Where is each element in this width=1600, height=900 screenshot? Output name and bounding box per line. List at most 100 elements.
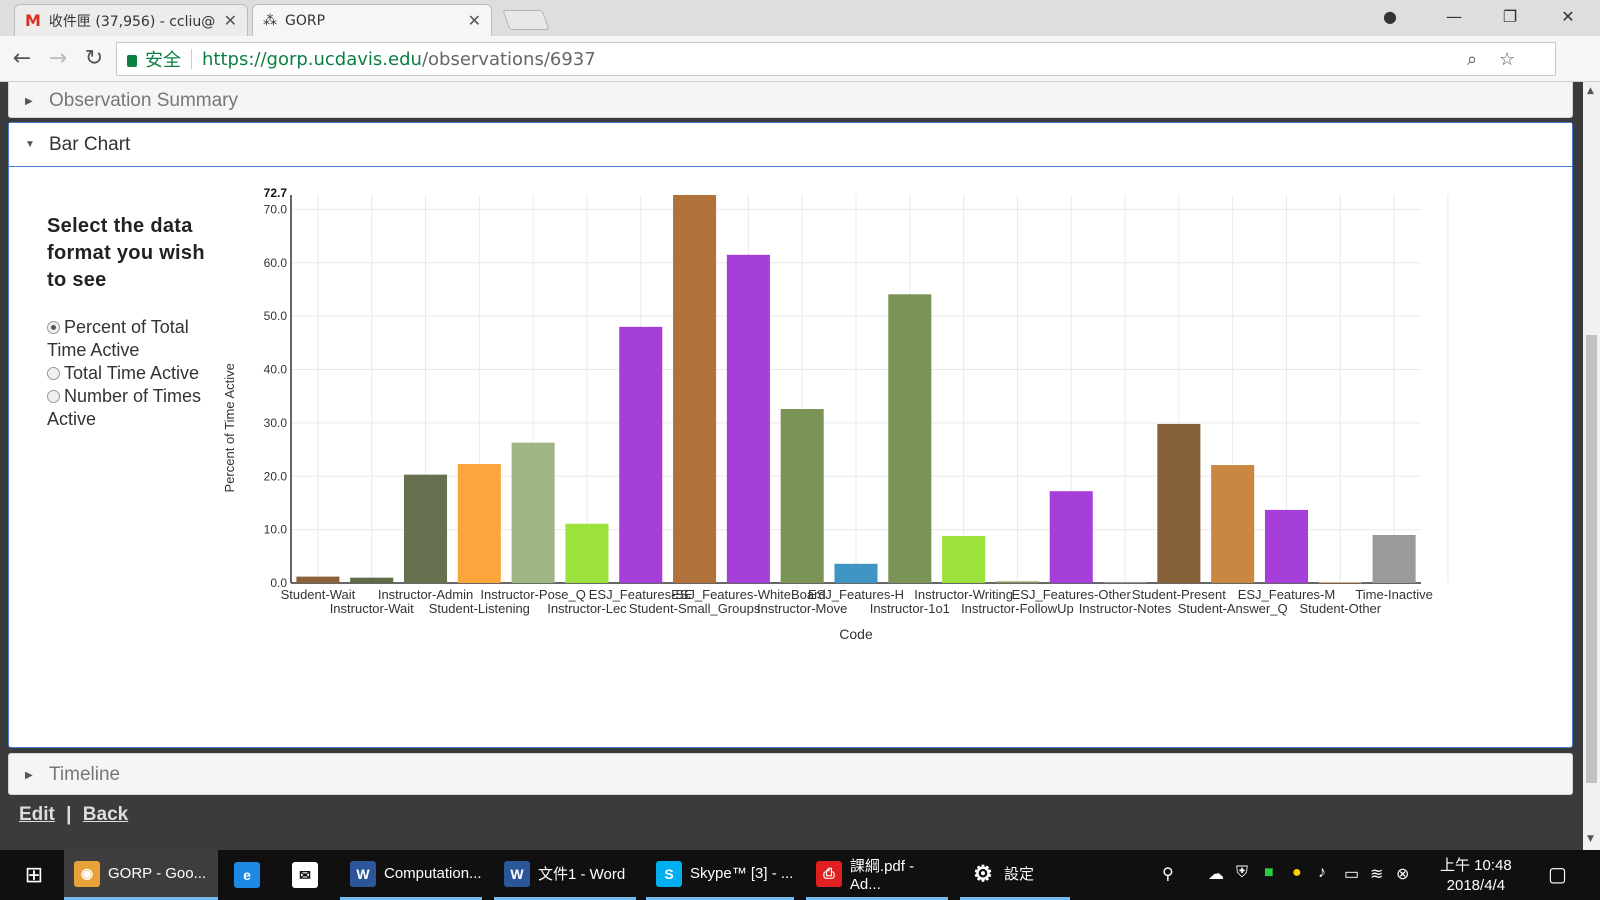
- x-tick-label: Instructor-Wait: [330, 601, 414, 616]
- url-path: /observations/6937: [421, 48, 596, 70]
- browser-tab-strip: M 收件匣 (37,956) - ccliu@ ✕ ⁂ GORP ✕ ● — ❐…: [0, 0, 1600, 36]
- x-tick-label: Instructor-1o1: [870, 601, 950, 616]
- tab-gmail[interactable]: M 收件匣 (37,956) - ccliu@ ✕: [14, 4, 248, 36]
- caret-down-icon: ▼: [25, 139, 35, 150]
- x-tick-label: Instructor-Lec: [547, 601, 627, 616]
- option-number-times[interactable]: Number of Times Active: [47, 385, 207, 431]
- y-tick-label: 50.0: [264, 309, 288, 323]
- data-format-controls: Select the data format you wish to see P…: [47, 213, 207, 431]
- clock-time: 上午 10:48: [1440, 857, 1512, 874]
- zoom-icon[interactable]: ⌕: [1467, 49, 1478, 70]
- star-icon[interactable]: ☆: [1499, 49, 1516, 70]
- x-tick-label: Student-Present: [1132, 587, 1226, 602]
- radio-button[interactable]: [47, 321, 60, 334]
- gmail-icon: M: [25, 11, 41, 30]
- bar: [834, 563, 878, 583]
- lock-icon: [127, 55, 137, 67]
- people-icon[interactable]: ⚲: [1162, 866, 1174, 883]
- notification-icon[interactable]: ●: [1292, 864, 1302, 881]
- y-tick-label: 0.0: [270, 576, 287, 590]
- y-axis-title: Percent of Time Active: [222, 363, 237, 492]
- scroll-up-icon[interactable]: ▲: [1587, 86, 1594, 96]
- bar: [726, 254, 770, 583]
- close-icon[interactable]: ✕: [467, 11, 481, 30]
- tab-title: 收件匣 (37,956) - ccliu@: [48, 13, 216, 30]
- x-tick-label: Instructor-Move: [757, 601, 847, 616]
- line-icon[interactable]: ■: [1264, 864, 1274, 881]
- bar: [1318, 582, 1362, 583]
- taskbar-item[interactable]: ◉ GORP - Goo...: [64, 850, 218, 900]
- observation-summary-panel[interactable]: ▶ Observation Summary: [8, 82, 1573, 118]
- taskbar-item-label: 文件1 - Word: [538, 866, 626, 883]
- taskbar-item-label: 課綱.pdf - Ad...: [849, 857, 915, 893]
- restore-button[interactable]: ❐: [1502, 6, 1518, 26]
- y-tick-label: 20.0: [264, 469, 288, 483]
- bar: [511, 442, 555, 583]
- scrollbar-thumb[interactable]: [1586, 335, 1597, 783]
- back-arrow-icon[interactable]: ←: [12, 46, 32, 71]
- controls-heading: Select the data format you wish to see: [47, 215, 205, 291]
- ie-icon: e: [234, 862, 260, 888]
- windows-start-icon[interactable]: ⊞: [24, 862, 44, 887]
- reload-icon[interactable]: ↻: [84, 46, 104, 71]
- option-percent[interactable]: Percent of Total Time Active: [47, 316, 207, 362]
- back-link[interactable]: Back: [82, 804, 129, 825]
- taskbar-item[interactable]: ⎙ 課綱.pdf - Ad...: [806, 850, 948, 900]
- y-tick-label: 70.0: [264, 202, 288, 216]
- taskbar-item[interactable]: ⚙ 設定: [960, 850, 1070, 900]
- caret-right-icon: ▶: [25, 95, 33, 107]
- word-icon: W: [504, 860, 530, 887]
- scrollbar[interactable]: ▲ ▼: [1583, 82, 1600, 850]
- battery-icon[interactable]: ▭: [1344, 866, 1360, 883]
- volume-icon[interactable]: ♪: [1318, 864, 1326, 881]
- scroll-down-icon[interactable]: ▼: [1587, 834, 1594, 844]
- taskbar-item[interactable]: S Skype™ [3] - ...: [646, 850, 794, 900]
- url-host: https://gorp.ucdavis.edu: [202, 48, 422, 70]
- y-tick-label: 40.0: [264, 363, 288, 377]
- chrome-icon: ◉: [74, 860, 100, 887]
- x-tick-label: ESJ_Features-M: [1238, 587, 1336, 602]
- link-separator: |: [66, 804, 72, 825]
- taskbar-item[interactable]: e: [224, 850, 274, 900]
- action-center-icon[interactable]: ▢: [1548, 864, 1567, 886]
- x-tick-label: Instructor-FollowUp: [961, 601, 1074, 616]
- x-tick-label: ESJ_Features-H: [808, 587, 904, 602]
- timeline-panel[interactable]: ▶ Timeline: [8, 753, 1573, 795]
- y-tick-label: 10.0: [264, 523, 288, 537]
- bar: [404, 474, 448, 583]
- shield-icon[interactable]: ⛨: [1236, 864, 1249, 881]
- x-tick-label: Student-Answer_Q: [1178, 601, 1288, 616]
- word-icon: W: [350, 860, 376, 887]
- tab-gorp[interactable]: ⁂ GORP ✕: [252, 4, 492, 36]
- secure-label: 安全: [145, 50, 181, 71]
- taskbar-item[interactable]: W 文件1 - Word: [494, 850, 636, 900]
- option-total-time[interactable]: Total Time Active: [47, 362, 207, 385]
- forward-arrow-icon[interactable]: →: [48, 46, 68, 71]
- close-window-button[interactable]: ✕: [1561, 6, 1575, 26]
- taskbar-item[interactable]: ✉: [282, 850, 332, 900]
- bar-chart-panel-header[interactable]: ▼ Bar Chart: [9, 123, 1572, 167]
- profile-icon[interactable]: ●: [1383, 6, 1397, 26]
- bar: [565, 523, 609, 583]
- radio-button[interactable]: [47, 367, 60, 380]
- cloud-icon[interactable]: ☁: [1208, 866, 1224, 883]
- caret-right-icon: ▶: [25, 769, 33, 781]
- close-circle-icon[interactable]: ⊗: [1396, 866, 1410, 883]
- x-tick-label: ESJ_Features-SE: [589, 587, 693, 602]
- bar: [1211, 465, 1255, 583]
- edit-link[interactable]: Edit: [19, 804, 55, 825]
- wifi-icon[interactable]: ≋: [1370, 866, 1384, 883]
- option-label: Percent of Total Time Active: [47, 317, 189, 360]
- skype-icon: S: [656, 860, 682, 887]
- taskbar-item-label: Computation...: [384, 865, 482, 882]
- taskbar-item-label: GORP - Goo...: [108, 865, 207, 882]
- close-icon[interactable]: ✕: [223, 11, 237, 30]
- address-bar[interactable]: 安全 https://gorp.ucdavis.edu /observation…: [116, 42, 1556, 76]
- bar-chart: 0.0 10.0 20.0 30.0 40.0 50.0 60.0 70.0 72.7 Stude…: [222, 186, 1449, 642]
- option-label: Number of Times Active: [47, 386, 202, 429]
- system-clock[interactable]: 上午 10:48 2018/4/4: [1440, 856, 1512, 896]
- new-tab-button[interactable]: [502, 10, 550, 30]
- radio-button[interactable]: [47, 390, 60, 403]
- taskbar-item[interactable]: W Computation...: [340, 850, 482, 900]
- minimize-button[interactable]: —: [1446, 6, 1462, 26]
